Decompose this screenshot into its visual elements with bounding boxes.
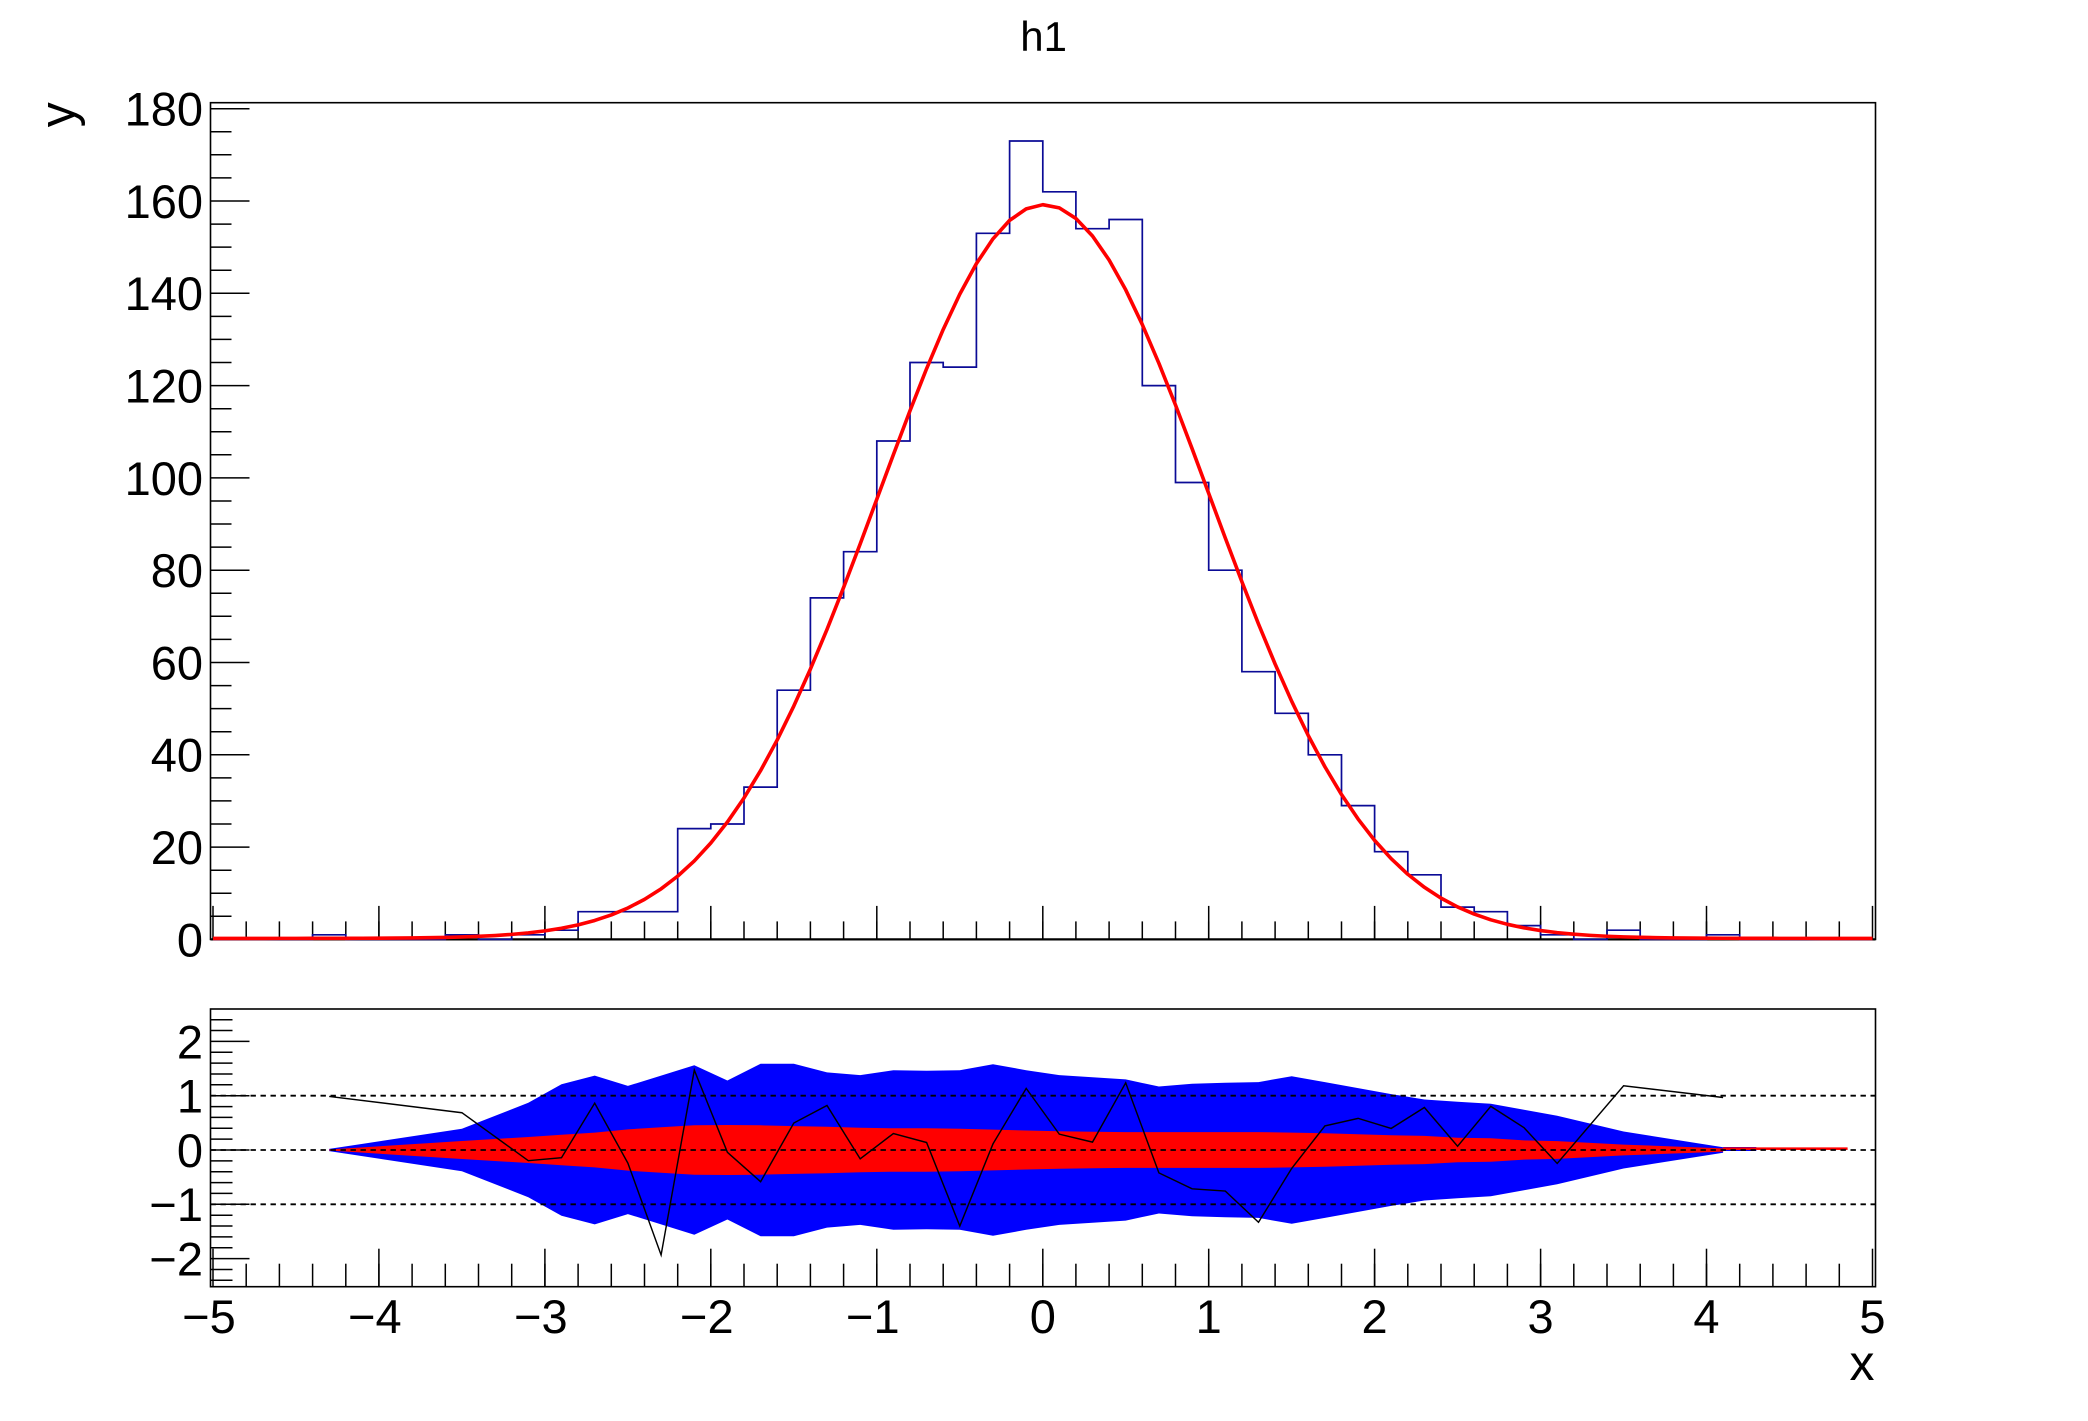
svg-text:0: 0 <box>1030 1290 1056 1343</box>
svg-text:100: 100 <box>125 452 203 505</box>
svg-text:2: 2 <box>177 1015 203 1068</box>
svg-text:−2: −2 <box>680 1290 734 1343</box>
svg-text:4: 4 <box>1693 1290 1719 1343</box>
svg-text:160: 160 <box>125 175 203 228</box>
svg-text:120: 120 <box>125 360 203 413</box>
svg-text:140: 140 <box>125 267 203 320</box>
svg-text:−5: −5 <box>182 1290 236 1343</box>
svg-text:1: 1 <box>177 1070 203 1123</box>
svg-text:2: 2 <box>1362 1290 1388 1343</box>
svg-text:h1: h1 <box>1020 13 1067 60</box>
svg-text:0: 0 <box>177 1124 203 1177</box>
svg-text:−1: −1 <box>149 1178 203 1231</box>
svg-text:−2: −2 <box>149 1233 203 1286</box>
svg-text:20: 20 <box>151 821 203 874</box>
svg-text:−4: −4 <box>348 1290 402 1343</box>
svg-text:x: x <box>1850 1335 1875 1391</box>
svg-text:−1: −1 <box>846 1290 900 1343</box>
svg-text:0: 0 <box>177 913 203 966</box>
svg-text:5: 5 <box>1859 1290 1885 1343</box>
svg-text:−3: −3 <box>514 1290 568 1343</box>
svg-text:40: 40 <box>151 729 203 782</box>
svg-text:60: 60 <box>151 636 203 689</box>
svg-text:y: y <box>30 102 86 127</box>
svg-text:3: 3 <box>1528 1290 1554 1343</box>
svg-text:80: 80 <box>151 544 203 597</box>
svg-text:1: 1 <box>1196 1290 1222 1343</box>
svg-text:180: 180 <box>125 83 203 136</box>
